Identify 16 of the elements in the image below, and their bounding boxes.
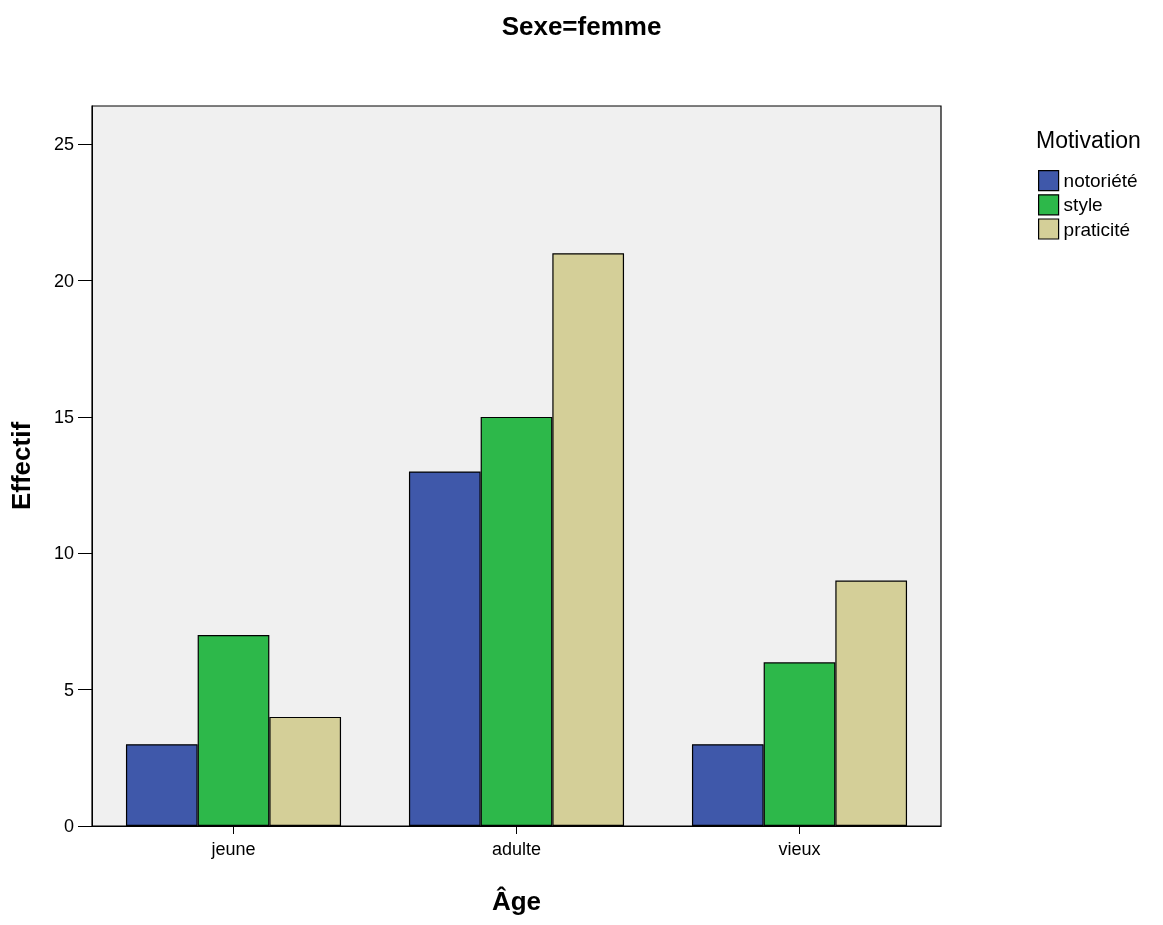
y-tick-label: 20 — [53, 270, 74, 291]
y-tick-label: 10 — [53, 543, 74, 564]
y-axis-title: Effectif — [6, 421, 36, 511]
y-tick-label: 15 — [53, 406, 74, 427]
x-axis-title: Âge — [491, 886, 542, 916]
legend-label: style — [1063, 194, 1103, 216]
x-tick-label: jeune — [210, 839, 256, 859]
y-tick-label: 25 — [53, 134, 74, 155]
legend-label: notoriété — [1063, 170, 1138, 192]
y-tick-label: 0 — [63, 816, 74, 836]
chart-title: Sexe=femme — [501, 11, 662, 41]
x-tick-label: vieux — [778, 839, 821, 859]
y-tick-label: 5 — [63, 679, 74, 700]
x-tick-label: adulte — [491, 839, 542, 859]
legend-label: praticité — [1063, 218, 1131, 240]
legend-title: Motivation — [1036, 126, 1141, 153]
